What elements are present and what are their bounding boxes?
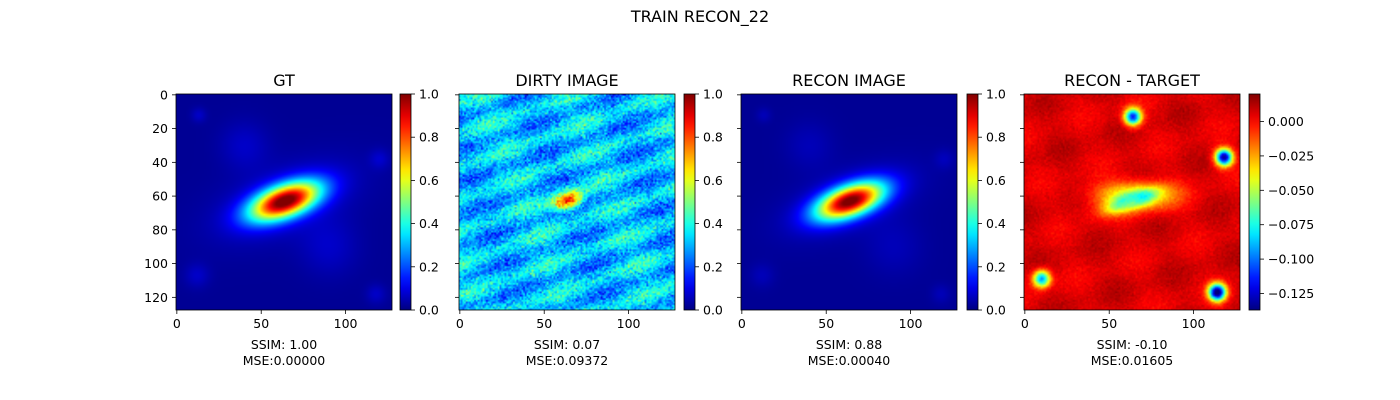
ssim-label: SSIM: 0.88 <box>816 337 882 352</box>
y-tick-label: 120 <box>144 290 168 305</box>
y-tick-label: 100 <box>144 256 168 271</box>
colorbar-tick-label: 0.8 <box>986 130 1006 145</box>
axes-frame <box>740 93 958 311</box>
x-tick-label: 100 <box>617 316 641 331</box>
colorbar-tick-label: 0.8 <box>703 130 723 145</box>
colorbar <box>1248 93 1261 311</box>
y-tick-label: 60 <box>152 189 168 204</box>
colorbar-tick-label: 0.2 <box>703 259 723 274</box>
panel-diff: RECON - TARGET 0 50 100 0.000 −0.025 −0.050 −0.… <box>1020 71 1314 368</box>
mse-label: MSE:0.09372 <box>526 353 609 368</box>
ssim-label: SSIM: 1.00 <box>251 337 317 352</box>
colorbar <box>683 93 696 311</box>
y-tick-label: 0 <box>160 87 168 102</box>
y-tick-label: 80 <box>152 222 168 237</box>
x-tick-label: 0 <box>173 316 181 331</box>
colorbar-tick-label: 0.2 <box>986 259 1006 274</box>
heatmap-image <box>741 94 957 310</box>
x-tick-label: 50 <box>253 316 269 331</box>
colorbar-tick-label: 0.4 <box>419 216 439 231</box>
colorbar-tick-label: −0.075 <box>1268 217 1314 232</box>
colorbar <box>399 93 412 311</box>
colorbar-tick-label: 1.0 <box>419 87 439 102</box>
colorbar-tick-label: 0.2 <box>419 259 439 274</box>
panel-dirty: DIRTY IMAGE 0 50 100 0.0 0.2 0.4 0.6 0.8 1.0 SSIM:… <box>455 71 723 368</box>
colorbar-tick-label: 0.4 <box>986 216 1006 231</box>
heatmap-image <box>1024 94 1240 310</box>
panels: GT 0 50 100 0 20 40 60 80 100 120 0.0 0.2 0.4 0.6 0.8 1.… <box>144 71 1314 368</box>
axes-frame <box>175 93 393 311</box>
colorbar-tick-label: −0.025 <box>1268 148 1314 163</box>
colorbar-tick-label: 0.8 <box>419 130 439 145</box>
mse-label: MSE:0.00000 <box>243 353 326 368</box>
colorbar-tick-label: 0.6 <box>703 173 723 188</box>
colorbar-tick-label: 0.6 <box>986 173 1006 188</box>
colorbar-tick-label: 0.0 <box>419 303 439 318</box>
panel-title: GT <box>273 71 295 90</box>
colorbar-tick-label: −0.100 <box>1268 252 1314 267</box>
x-tick-label: 50 <box>818 316 834 331</box>
colorbar-tick-label: −0.050 <box>1268 183 1314 198</box>
colorbar-tick-label: 1.0 <box>986 87 1006 102</box>
mse-label: MSE:0.01605 <box>1091 353 1174 368</box>
heatmap-image <box>176 94 392 310</box>
colorbar-tick-label: 0.0 <box>986 303 1006 318</box>
mse-label: MSE:0.00040 <box>808 353 891 368</box>
x-tick-label: 50 <box>536 316 552 331</box>
colorbar-tick-label: 1.0 <box>703 87 723 102</box>
axes-frame <box>458 93 676 311</box>
colorbar-tick-label: 0.000 <box>1268 114 1304 129</box>
panel-title: RECON IMAGE <box>792 71 906 90</box>
y-tick-label: 20 <box>152 121 168 136</box>
x-tick-label: 50 <box>1101 316 1117 331</box>
colorbar-tick-label: 0.6 <box>419 173 439 188</box>
panel-title: DIRTY IMAGE <box>515 71 618 90</box>
x-tick-label: 100 <box>1182 316 1206 331</box>
y-tick-label: 40 <box>152 155 168 170</box>
x-tick-label: 0 <box>738 316 746 331</box>
x-tick-label: 100 <box>334 316 358 331</box>
ssim-label: SSIM: -0.10 <box>1097 337 1168 352</box>
x-tick-label: 0 <box>456 316 464 331</box>
figure-title: TRAIN RECON_22 <box>630 7 769 27</box>
x-tick-label: 100 <box>899 316 923 331</box>
colorbar-tick-label: 0.0 <box>703 303 723 318</box>
ssim-label: SSIM: 0.07 <box>534 337 600 352</box>
heatmap-image <box>459 94 675 310</box>
panel-title: RECON - TARGET <box>1064 71 1200 90</box>
x-tick-label: 0 <box>1021 316 1029 331</box>
panel-gt: GT 0 50 100 0 20 40 60 80 100 120 0.0 0.2 0.4 0.6 0.8 1.… <box>144 71 439 368</box>
colorbar <box>966 93 979 311</box>
colorbar-tick-label: −0.125 <box>1268 286 1314 301</box>
panel-recon: RECON IMAGE 0 50 100 0.0 0.2 0.4 0.6 0.8 1.0 SSIM:… <box>737 71 1006 368</box>
colorbar-tick-label: 0.4 <box>703 216 723 231</box>
axes-frame <box>1023 93 1241 311</box>
